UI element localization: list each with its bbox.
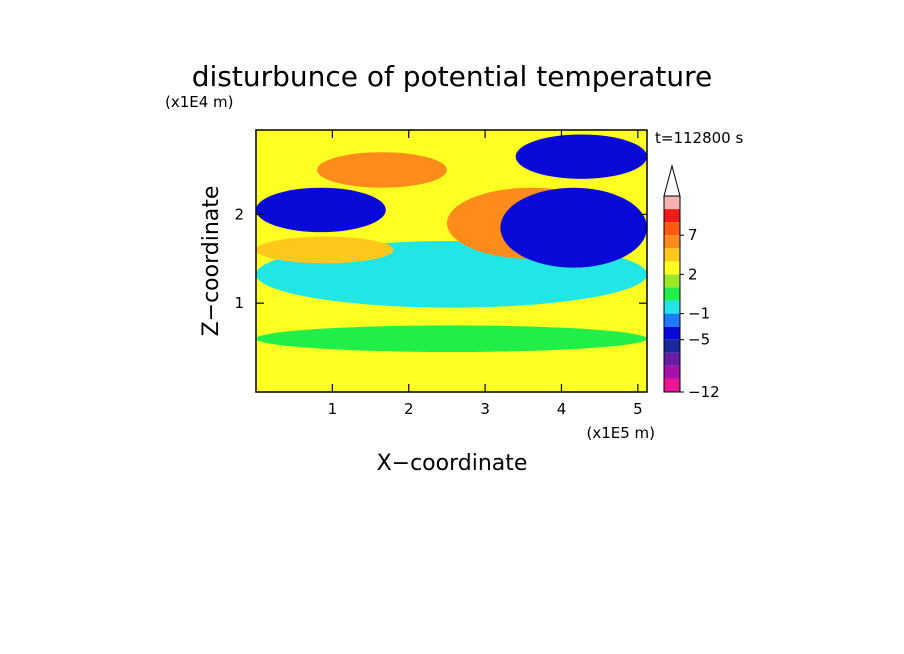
colorbar-swatch xyxy=(664,235,680,249)
colorbar-swatch xyxy=(664,209,680,223)
contour-region-6 xyxy=(317,152,447,188)
colorbar-swatch xyxy=(664,222,680,236)
colorbar-swatch xyxy=(664,248,680,262)
colorbar-label: −12 xyxy=(688,383,720,401)
colorbar-swatch xyxy=(664,300,680,314)
colorbar-swatch xyxy=(664,378,680,392)
colorbar-label: 7 xyxy=(688,226,698,244)
colorbar-swatch xyxy=(664,274,680,288)
contour-region-7 xyxy=(256,187,386,233)
x-axis-ticks: 1 2 3 4 5 xyxy=(328,130,643,418)
colorbar-swatch xyxy=(664,352,680,366)
y-tick-label: 2 xyxy=(234,205,244,223)
colorbar-label: −5 xyxy=(688,331,710,349)
colorbar-swatch xyxy=(664,287,680,301)
contour-region-9 xyxy=(515,134,647,179)
colorbar-swatch xyxy=(664,339,680,353)
x-scale-label: (x1E5 m) xyxy=(586,424,655,442)
colorbar-swatch xyxy=(664,313,680,327)
x-tick-label: 5 xyxy=(633,400,643,418)
colorbar-label: 2 xyxy=(688,265,698,283)
colorbar-swatch xyxy=(664,365,680,379)
colorbar-swatch xyxy=(664,261,680,275)
colorbar-extend-triangle xyxy=(663,164,681,197)
y-axis-ticks: 12 xyxy=(234,205,647,312)
colorbar-swatch xyxy=(664,326,680,340)
x-axis-label: X−coordinate xyxy=(377,451,528,476)
contour-region-2 xyxy=(256,325,647,353)
time-label: t=112800 s xyxy=(655,129,743,147)
x-tick-label: 3 xyxy=(480,400,490,418)
contour-region-8 xyxy=(500,187,647,268)
x-tick-label: 4 xyxy=(557,400,567,418)
y-scale-label: (x1E4 m) xyxy=(165,93,234,111)
colorbar-swatch xyxy=(664,196,680,210)
x-tick-label: 1 xyxy=(328,400,338,418)
contour-fills xyxy=(256,134,647,392)
plot-frame xyxy=(255,129,648,393)
contour-region-10 xyxy=(256,236,394,264)
colorbar: 7 2 −1 −5 −12 xyxy=(663,164,720,401)
contour-region-1 xyxy=(256,312,647,392)
y-axis-label: Z−coordinate xyxy=(199,186,224,337)
colorbar-label: −1 xyxy=(688,305,710,323)
chart-title: disturbunce of potential temperature xyxy=(192,60,713,93)
x-tick-label: 2 xyxy=(404,400,414,418)
y-tick-label: 1 xyxy=(234,294,244,312)
